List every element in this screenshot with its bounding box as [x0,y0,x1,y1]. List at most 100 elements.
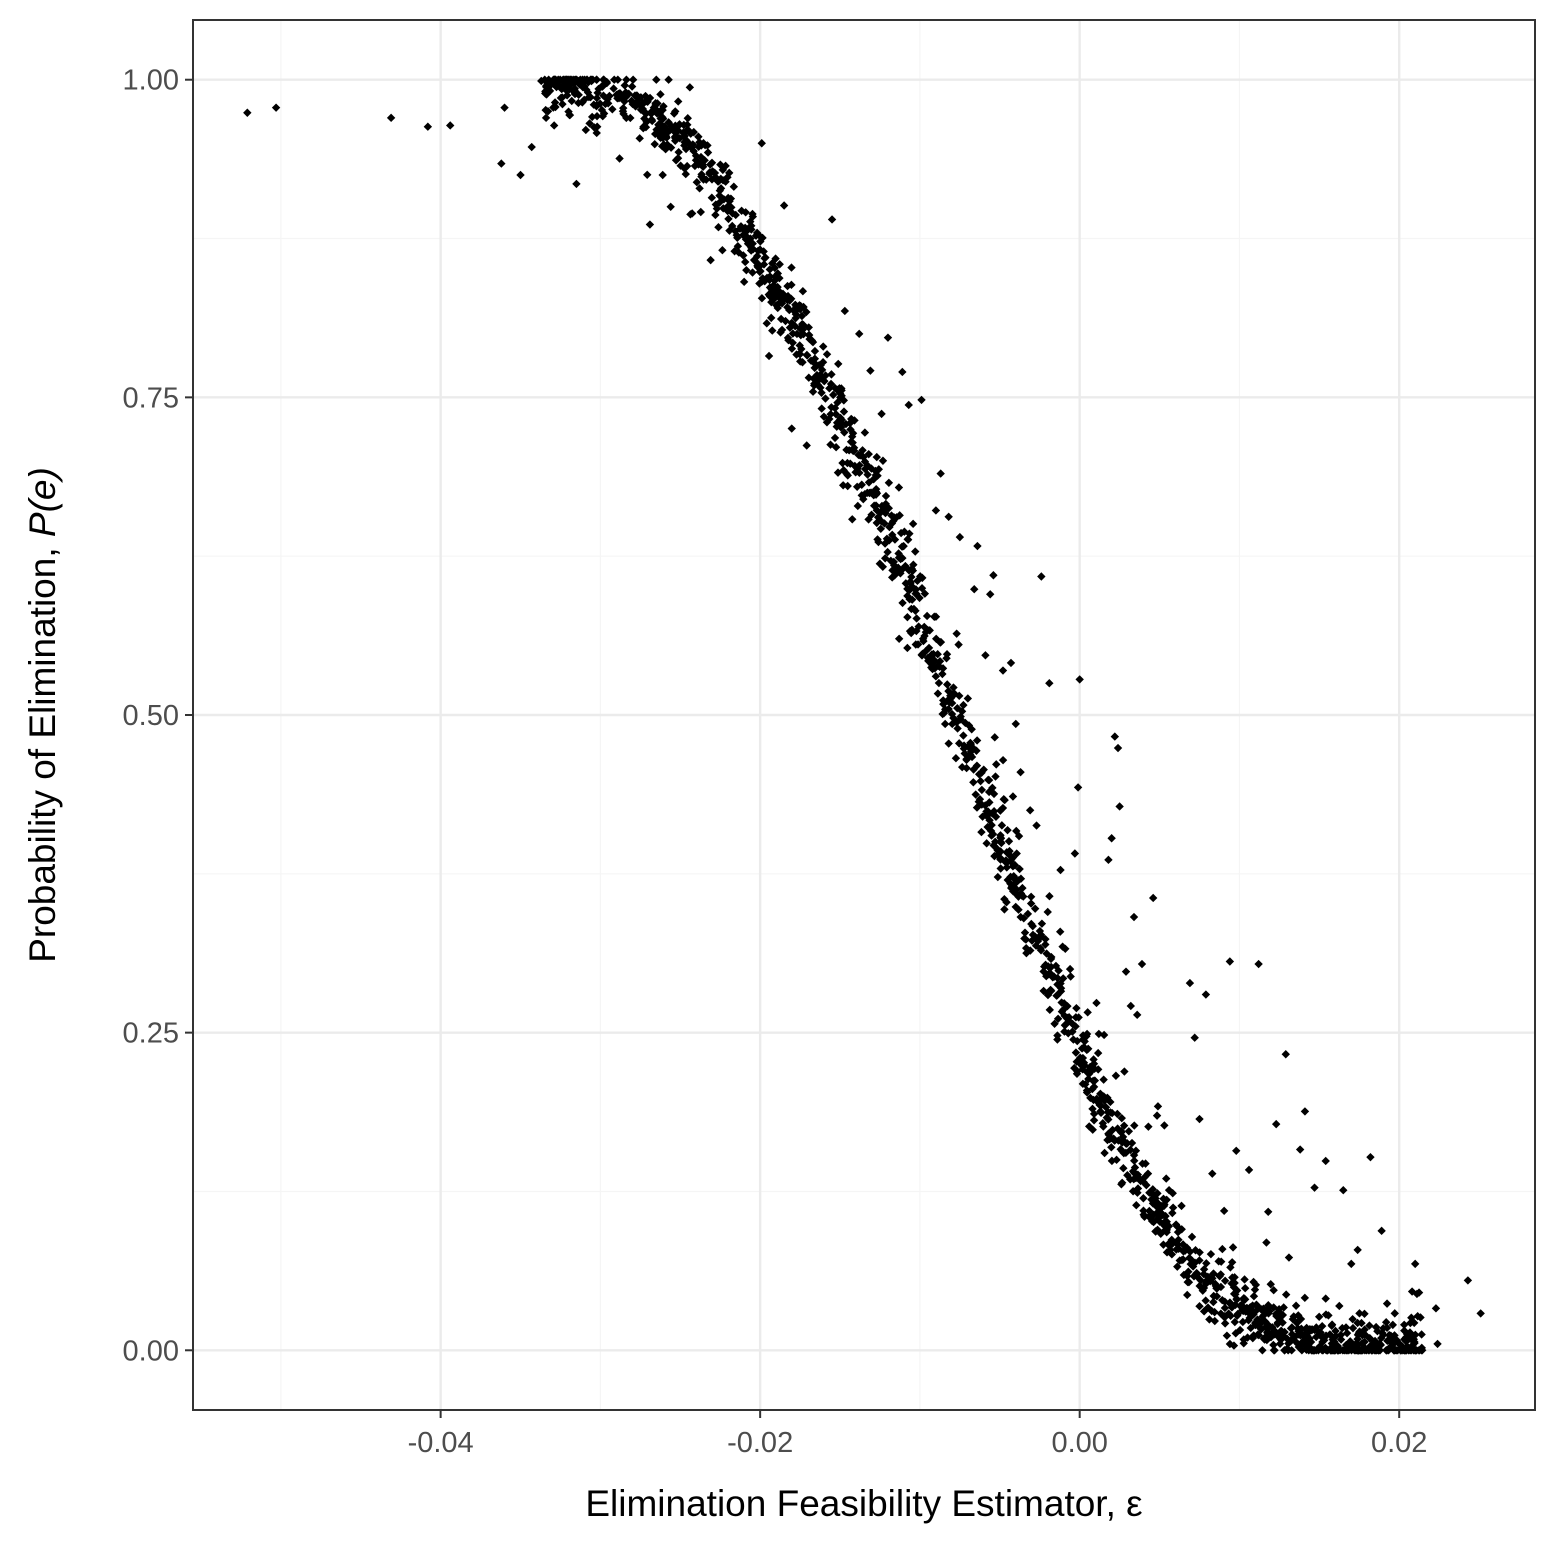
data-point [1229,1289,1239,1299]
data-point [1073,1067,1082,1076]
data-point [1036,944,1045,953]
data-point [565,110,575,120]
data-point [1284,1339,1293,1348]
data-point [578,82,588,92]
data-point [919,636,928,646]
data-point [1192,1269,1202,1279]
data-point [822,418,832,427]
data-point [1249,1310,1258,1319]
data-point [1347,1259,1356,1269]
data-point [1183,1277,1192,1287]
data-point [728,221,737,231]
data-point [671,107,680,116]
data-point [658,170,667,180]
data-point [642,117,651,127]
data-point [1160,1121,1169,1130]
data-point [1271,1119,1281,1129]
data-point [1053,1031,1062,1040]
data-point [1137,959,1147,969]
data-point [1401,1336,1410,1345]
data-point [1348,1323,1358,1333]
data-point [884,478,894,487]
data-point [972,746,981,755]
data-point [1120,1067,1129,1076]
data-point [943,696,952,706]
data-point [1145,1206,1154,1216]
data-point [1195,1256,1204,1265]
data-point [762,273,772,283]
data-point [1132,1010,1142,1020]
data-point [759,276,768,285]
data-point [1347,1340,1356,1350]
data-point [1079,1043,1089,1052]
data-point [1350,1346,1359,1355]
data-point [737,206,746,215]
data-point [748,239,757,248]
data-point [710,168,720,178]
data-point [1278,1318,1287,1327]
data-point [1258,1316,1267,1325]
data-point [1227,1279,1236,1288]
data-point [1239,1293,1249,1303]
data-point [557,84,566,94]
data-point [1129,1150,1139,1160]
data-point [810,358,819,368]
data-point [741,208,750,217]
data-point [1335,1301,1344,1311]
data-point [855,329,864,339]
data-point [797,311,807,321]
y-tick-label: 0.00 [123,1335,179,1367]
data-point [907,572,916,582]
data-point [500,103,509,112]
data-point [1377,1226,1386,1236]
data-point [1216,1282,1226,1292]
data-point [989,571,998,580]
data-point [747,225,756,234]
data-point [537,76,546,86]
data-point [988,829,998,839]
data-point [588,75,598,84]
data-point [1072,1057,1081,1066]
data-point [1281,1290,1291,1299]
data-point [1251,1280,1261,1290]
data-point [1321,1294,1330,1303]
data-point [1262,1238,1271,1247]
data-point [903,584,912,594]
data-point [692,178,702,187]
data-point [1167,1235,1176,1245]
data-point [871,484,881,494]
data-point [632,91,642,100]
data-point [1151,1194,1160,1203]
data-point [1155,1217,1164,1226]
data-point [765,292,775,301]
data-point [1089,1116,1099,1125]
data-point [936,637,946,647]
data-point [731,227,740,236]
data-point [1227,1303,1237,1312]
data-point [1266,1280,1275,1289]
data-point [1026,946,1035,955]
data-point [753,251,762,261]
data-point [880,539,890,548]
data-point [622,75,631,84]
data-point [1238,1305,1247,1315]
data-point [1007,855,1016,864]
data-point [898,598,907,608]
data-point [1036,931,1045,941]
data-point [698,162,708,171]
data-point [1190,1033,1199,1042]
data-point [1172,1222,1182,1231]
data-point [1084,1074,1093,1084]
data-point [912,626,921,636]
data-point [957,707,967,716]
data-point [1405,1328,1415,1337]
data-point [667,121,676,131]
data-point [1152,1111,1162,1120]
data-point [592,111,602,121]
data-point [922,611,932,621]
data-point [952,717,962,726]
data-point [243,108,252,117]
data-point [631,102,640,111]
data-point [1225,1339,1235,1349]
data-point [880,519,889,528]
